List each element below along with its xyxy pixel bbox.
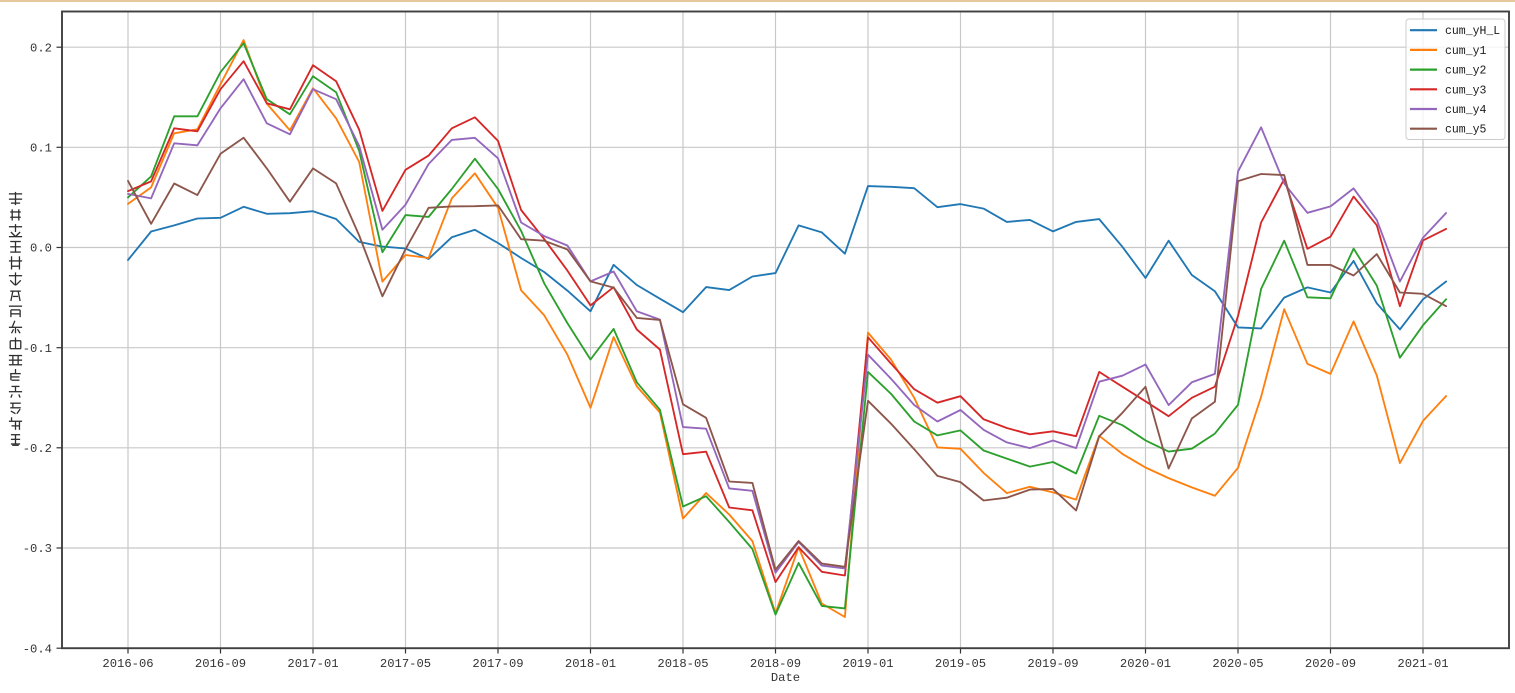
svg-text:2020-09: 2020-09 [1305, 657, 1356, 671]
svg-text:-0.4: -0.4 [23, 642, 52, 656]
svg-text:2016-06: 2016-06 [102, 657, 153, 671]
svg-text:cum_y1: cum_y1 [1445, 45, 1487, 58]
svg-text:0.2: 0.2 [30, 41, 52, 55]
svg-text:Date: Date [771, 671, 800, 685]
svg-text:2016-09: 2016-09 [195, 657, 246, 671]
svg-text:2018-01: 2018-01 [565, 657, 616, 671]
svg-text:cum_y4: cum_y4 [1445, 104, 1487, 117]
svg-text:0.0: 0.0 [30, 242, 52, 256]
svg-text:-0.2: -0.2 [23, 442, 52, 456]
svg-text:2017-01: 2017-01 [287, 657, 338, 671]
svg-text:2019-01: 2019-01 [842, 657, 893, 671]
svg-text:2021-01: 2021-01 [1397, 657, 1448, 671]
svg-text:-0.3: -0.3 [23, 542, 52, 556]
svg-text:cum_yH_L: cum_yH_L [1445, 25, 1500, 38]
svg-text:-0.1: -0.1 [23, 342, 52, 356]
svg-text:2017-05: 2017-05 [380, 657, 431, 671]
svg-text:2020-05: 2020-05 [1212, 657, 1263, 671]
svg-text:cum_y5: cum_y5 [1445, 124, 1487, 137]
svg-text:2018-09: 2018-09 [750, 657, 801, 671]
svg-text:0.1: 0.1 [30, 142, 52, 156]
svg-text:2018-05: 2018-05 [657, 657, 708, 671]
svg-text:2019-05: 2019-05 [935, 657, 986, 671]
svg-text:cum_y2: cum_y2 [1445, 65, 1487, 78]
svg-text:cum_y3: cum_y3 [1445, 84, 1487, 97]
svg-text:2020-01: 2020-01 [1120, 657, 1171, 671]
svg-text:2019-09: 2019-09 [1027, 657, 1078, 671]
svg-text:2017-09: 2017-09 [472, 657, 523, 671]
